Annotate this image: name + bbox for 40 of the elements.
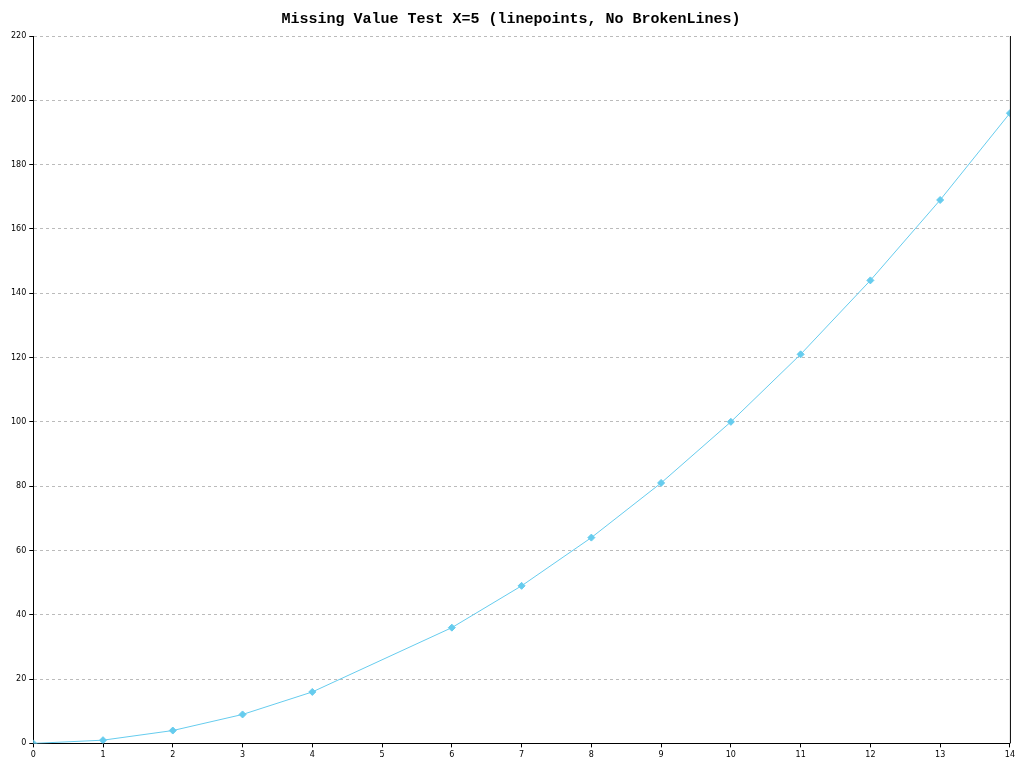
- y-tick-label: 120: [10, 352, 27, 362]
- y-tick-label: 0: [21, 738, 27, 748]
- x-tick-label: 8: [588, 750, 594, 760]
- point: [796, 350, 805, 359]
- x-tick-label: 0: [30, 750, 36, 760]
- y-tick-label: 80: [16, 481, 27, 491]
- point: [447, 623, 456, 632]
- x-tick-label: 1: [100, 750, 106, 760]
- point: [587, 533, 596, 542]
- y-tick-label: 20: [16, 674, 27, 684]
- y-tick-label: 140: [10, 288, 27, 298]
- x-tick-label: 5: [379, 750, 385, 760]
- chart-title: Missing Value Test X=5 (linepoints, No BrokenLines): [281, 10, 741, 28]
- x-tick-label: 11: [795, 750, 806, 760]
- y-tick-label: 220: [10, 31, 27, 41]
- x-tick-label: 6: [449, 750, 455, 760]
- x-tick-label: 12: [865, 750, 876, 760]
- y-tick-label: 60: [16, 545, 27, 555]
- point: [726, 417, 735, 426]
- x-tick-label: 4: [309, 750, 315, 760]
- x-tick-label: 2: [170, 750, 176, 760]
- x-tick-label: 9: [658, 750, 664, 760]
- y-tick-label: 100: [10, 416, 27, 426]
- point: [308, 687, 317, 696]
- x-tick-label: 13: [935, 750, 946, 760]
- point: [657, 478, 666, 487]
- point: [168, 726, 177, 735]
- y-tick-label: 180: [10, 159, 27, 169]
- point: [517, 581, 526, 590]
- y-tick-label: 40: [16, 609, 27, 619]
- x-tick-label: 10: [725, 750, 736, 760]
- x-tick-label: 14: [1004, 750, 1015, 760]
- y-tick-label: 200: [10, 95, 27, 105]
- point: [936, 195, 945, 204]
- point: [238, 710, 247, 719]
- x-tick-label: 7: [519, 750, 525, 760]
- y-tick-label: 160: [10, 224, 27, 234]
- point: [866, 276, 875, 285]
- point: [99, 736, 108, 744]
- x-tick-label: 3: [240, 750, 246, 760]
